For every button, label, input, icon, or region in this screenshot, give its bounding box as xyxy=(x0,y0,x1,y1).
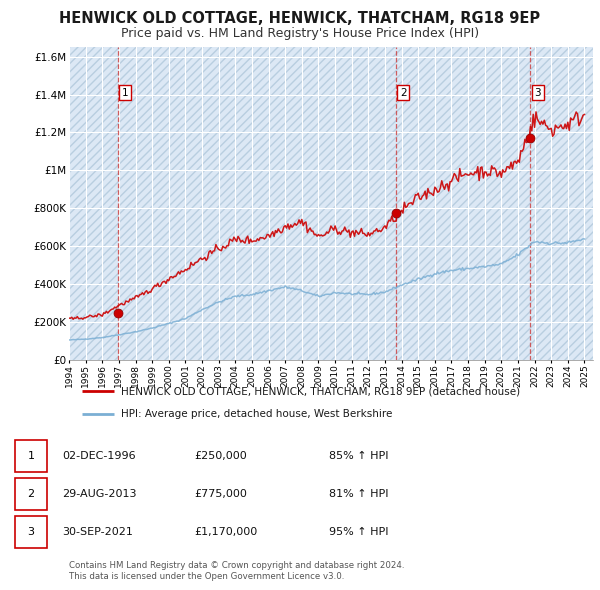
Text: 29-AUG-2013: 29-AUG-2013 xyxy=(62,489,136,499)
FancyBboxPatch shape xyxy=(15,440,47,472)
Text: HENWICK OLD COTTAGE, HENWICK, THATCHAM, RG18 9EP (detached house): HENWICK OLD COTTAGE, HENWICK, THATCHAM, … xyxy=(121,386,521,396)
Text: 95% ↑ HPI: 95% ↑ HPI xyxy=(329,527,389,537)
Text: 2: 2 xyxy=(28,489,35,499)
Text: Contains HM Land Registry data © Crown copyright and database right 2024.
This d: Contains HM Land Registry data © Crown c… xyxy=(69,560,404,581)
Text: 85% ↑ HPI: 85% ↑ HPI xyxy=(329,451,389,461)
Text: 3: 3 xyxy=(28,527,34,537)
Text: Price paid vs. HM Land Registry's House Price Index (HPI): Price paid vs. HM Land Registry's House … xyxy=(121,27,479,40)
Text: 81% ↑ HPI: 81% ↑ HPI xyxy=(329,489,389,499)
Text: 1: 1 xyxy=(28,451,34,461)
Text: HPI: Average price, detached house, West Berkshire: HPI: Average price, detached house, West… xyxy=(121,409,393,419)
Text: HENWICK OLD COTTAGE, HENWICK, THATCHAM, RG18 9EP: HENWICK OLD COTTAGE, HENWICK, THATCHAM, … xyxy=(59,11,541,25)
Text: 1: 1 xyxy=(122,87,128,97)
Text: 02-DEC-1996: 02-DEC-1996 xyxy=(62,451,136,461)
FancyBboxPatch shape xyxy=(15,478,47,510)
Text: 3: 3 xyxy=(535,87,541,97)
Text: £250,000: £250,000 xyxy=(194,451,247,461)
Text: 30-SEP-2021: 30-SEP-2021 xyxy=(62,527,133,537)
Text: £775,000: £775,000 xyxy=(194,489,247,499)
Text: £1,170,000: £1,170,000 xyxy=(194,527,257,537)
FancyBboxPatch shape xyxy=(15,516,47,548)
Text: 2: 2 xyxy=(400,87,407,97)
